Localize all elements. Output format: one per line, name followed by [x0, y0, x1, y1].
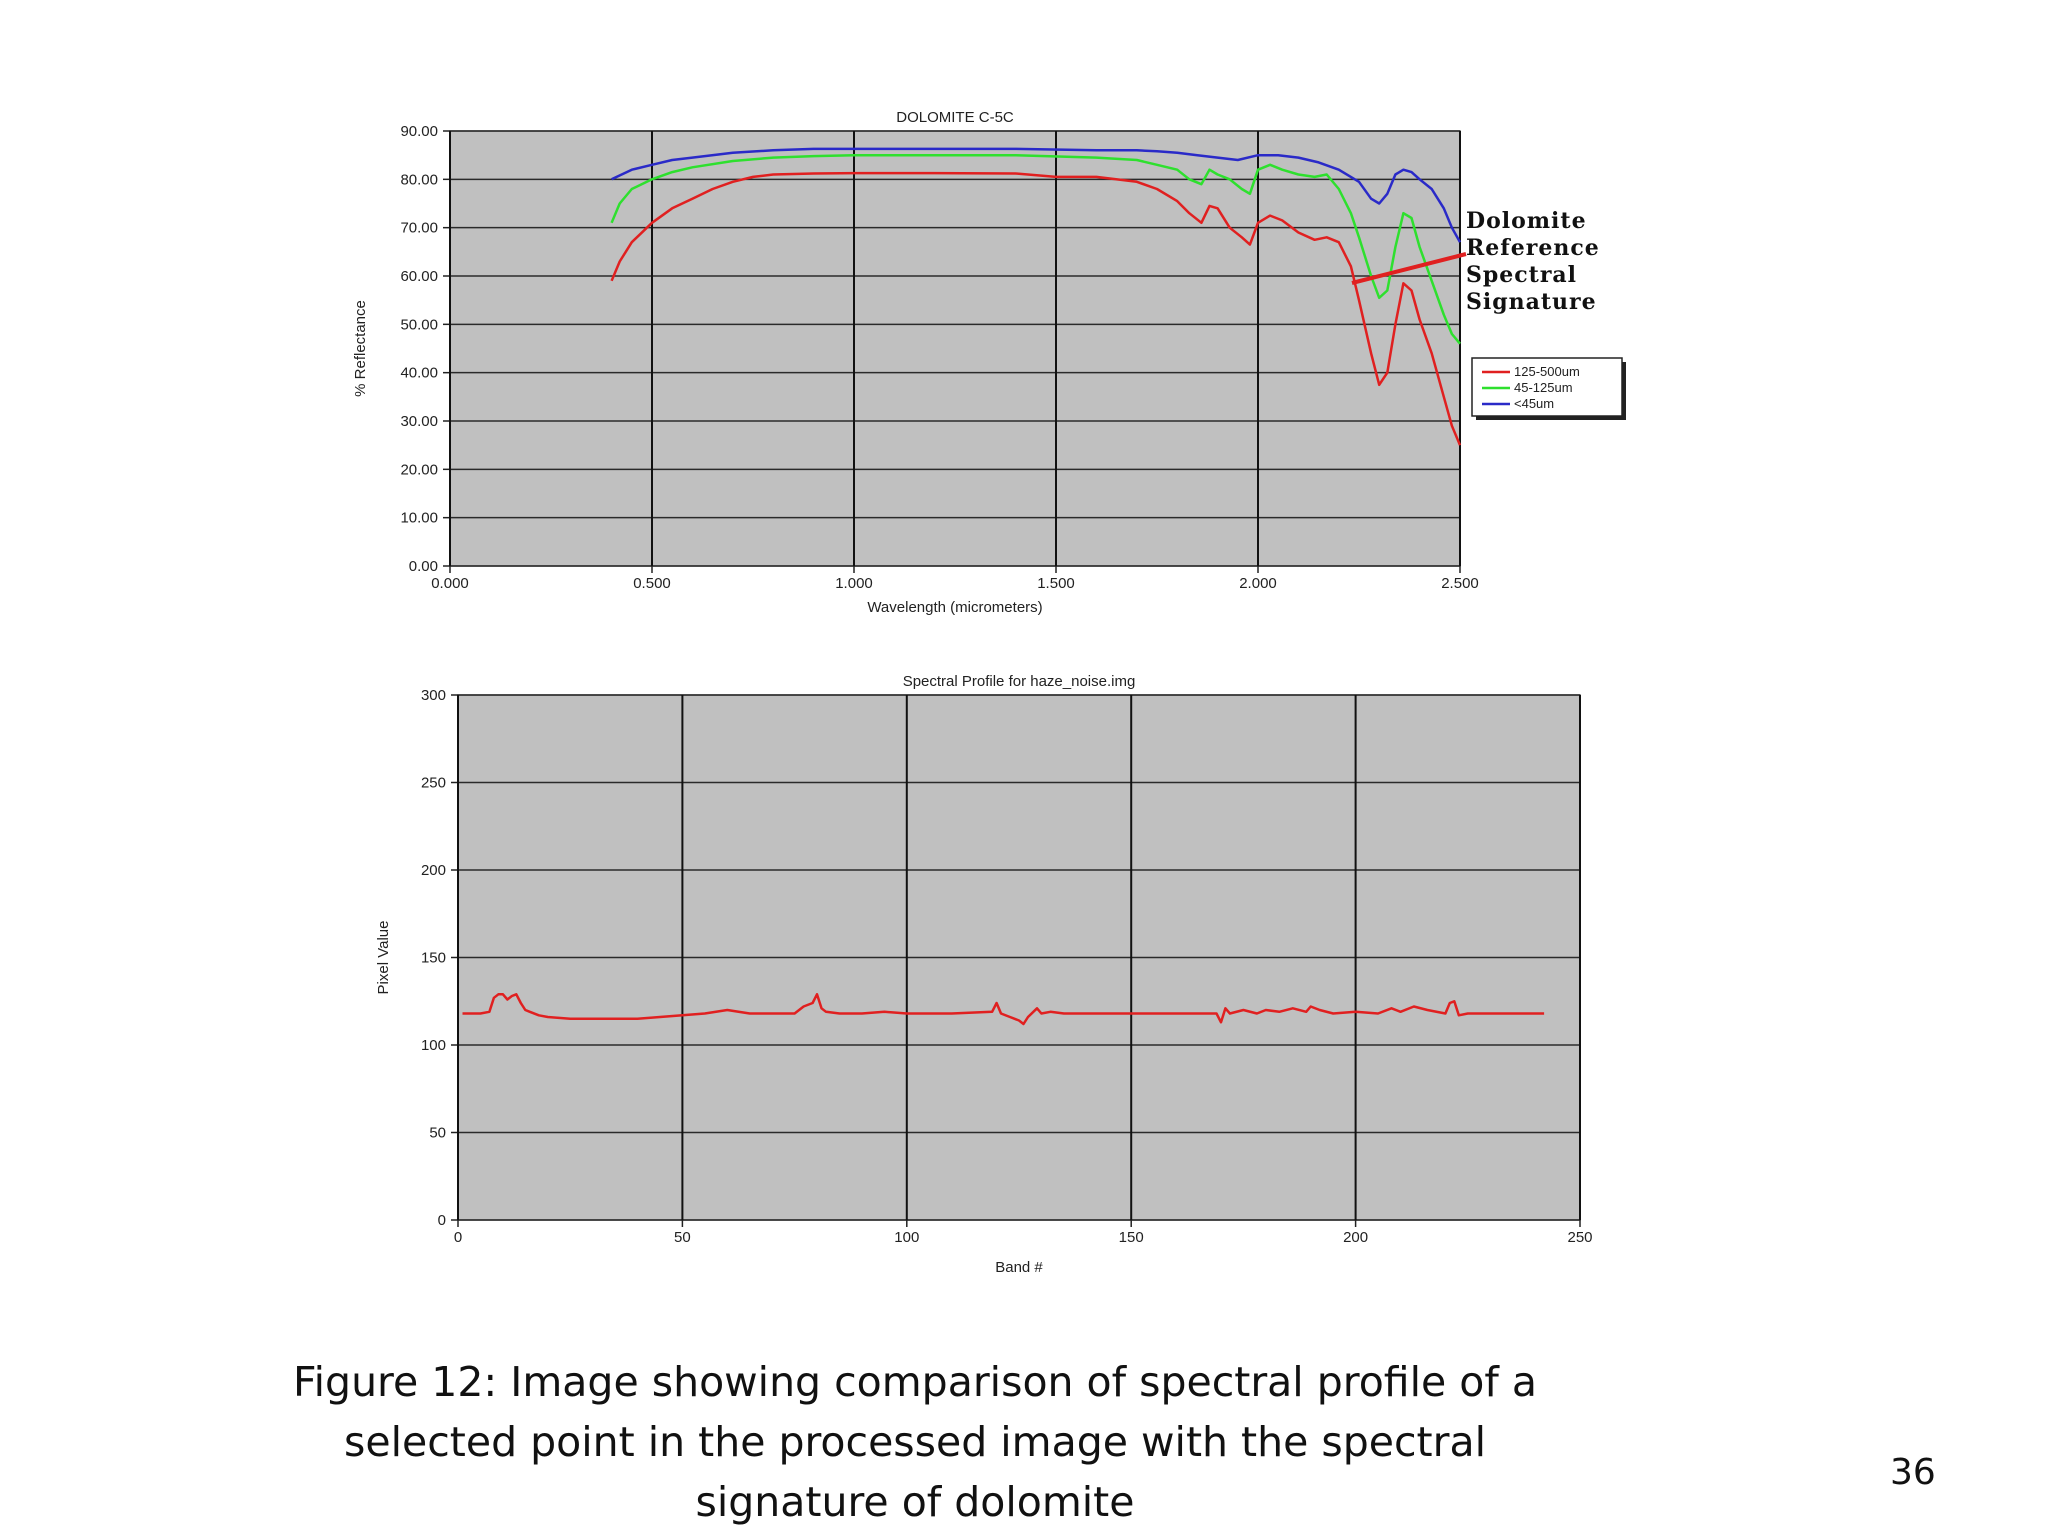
dolomite-chart-x-tick-label: 2.000 [1239, 575, 1277, 592]
annotation-line-2: Spectral [1466, 262, 1577, 288]
page-number: 36 [1890, 1452, 1936, 1493]
spectral-profile-chart-y-tick-label: 0 [438, 1212, 446, 1229]
annotation-line-3: Signature [1466, 289, 1597, 315]
dolomite-chart-series-line-2 [611, 147, 1462, 243]
figure-caption: Figure 12: Image showing comparison of s… [293, 1358, 1537, 1526]
dolomite-chart-x-tick-label: 0.500 [633, 575, 671, 592]
legend-label-0: 125-500um [1514, 364, 1580, 379]
dolomite-chart-y-tick-label: 10.00 [400, 510, 438, 527]
dolomite-chart-series-line-0 [610, 171, 1462, 446]
dolomite-chart-y-tick-label: 70.00 [400, 220, 438, 237]
legend-label-2: <45um [1514, 396, 1554, 411]
dolomite-chart-y-tick-label: 0.00 [409, 558, 438, 575]
spectral-profile-chart-x-tick-label: 250 [1567, 1229, 1592, 1246]
dolomite-chart-x-tick-label: 1.500 [1037, 575, 1075, 592]
dolomite-chart-y-tick-label: 50.00 [400, 316, 438, 333]
spectral-profile-chart-y-tick-label: 250 [421, 775, 446, 792]
spectral-profile-chart-x-tick-label: 0 [454, 1229, 462, 1246]
spectral-profile-chart-x-tick-label: 200 [1343, 1229, 1368, 1246]
dolomite-chart-x-tick-label: 1.000 [835, 575, 873, 592]
spectral-profile-chart-x-tick-label: 100 [894, 1229, 919, 1246]
dolomite-chart-x-tick-label: 2.500 [1441, 575, 1479, 592]
spectral-profile-chart-title: Spectral Profile for haze_noise.img [903, 673, 1136, 690]
dolomite-chart-y-tick-label: 90.00 [400, 123, 438, 140]
dolomite-chart-x-axis-label: Wavelength (micrometers) [867, 599, 1042, 616]
dolomite-chart-y-tick-label: 60.00 [400, 268, 438, 285]
dolomite-chart-plot-area [449, 130, 1461, 567]
spectral-profile-chart-x-tick-label: 50 [674, 1229, 691, 1246]
spectral-profile-chart-y-tick-label: 100 [421, 1037, 446, 1054]
spectral-profile-chart-y-tick-label: 150 [421, 950, 446, 967]
spectral-profile-chart-x-axis-label: Band # [995, 1259, 1043, 1276]
dolomite-chart-y-axis-label: % Reflectance [352, 300, 369, 397]
spectral-profile-chart-series-line-0 [462, 993, 1545, 1026]
spectral-profile-chart-y-axis-label: Pixel Value [375, 921, 392, 995]
annotation-line-1: Reference [1466, 235, 1600, 261]
dolomite-chart-series-line-1 [610, 153, 1461, 345]
dolomite-chart-y-tick-label: 20.00 [400, 461, 438, 478]
dolomite-chart-x-tick-label: 0.000 [431, 575, 469, 592]
dolomite-chart-title: DOLOMITE C-5C [896, 109, 1014, 126]
dolomite-chart-y-tick-label: 80.00 [400, 171, 438, 188]
legend-label-1: 45-125um [1514, 380, 1573, 395]
spectral-profile-chart-x-tick-label: 150 [1119, 1229, 1144, 1246]
spectral-profile-chart-y-tick-label: 50 [429, 1125, 446, 1142]
spectral-profile-chart-y-tick-label: 200 [421, 862, 446, 879]
dolomite-chart-y-tick-label: 30.00 [400, 413, 438, 430]
annotation-line-0: Dolomite [1466, 208, 1587, 234]
dolomite-chart-y-tick-label: 40.00 [400, 365, 438, 382]
spectral-profile-chart-y-tick-label: 300 [421, 687, 446, 704]
annotation-arrow [1351, 252, 1467, 285]
